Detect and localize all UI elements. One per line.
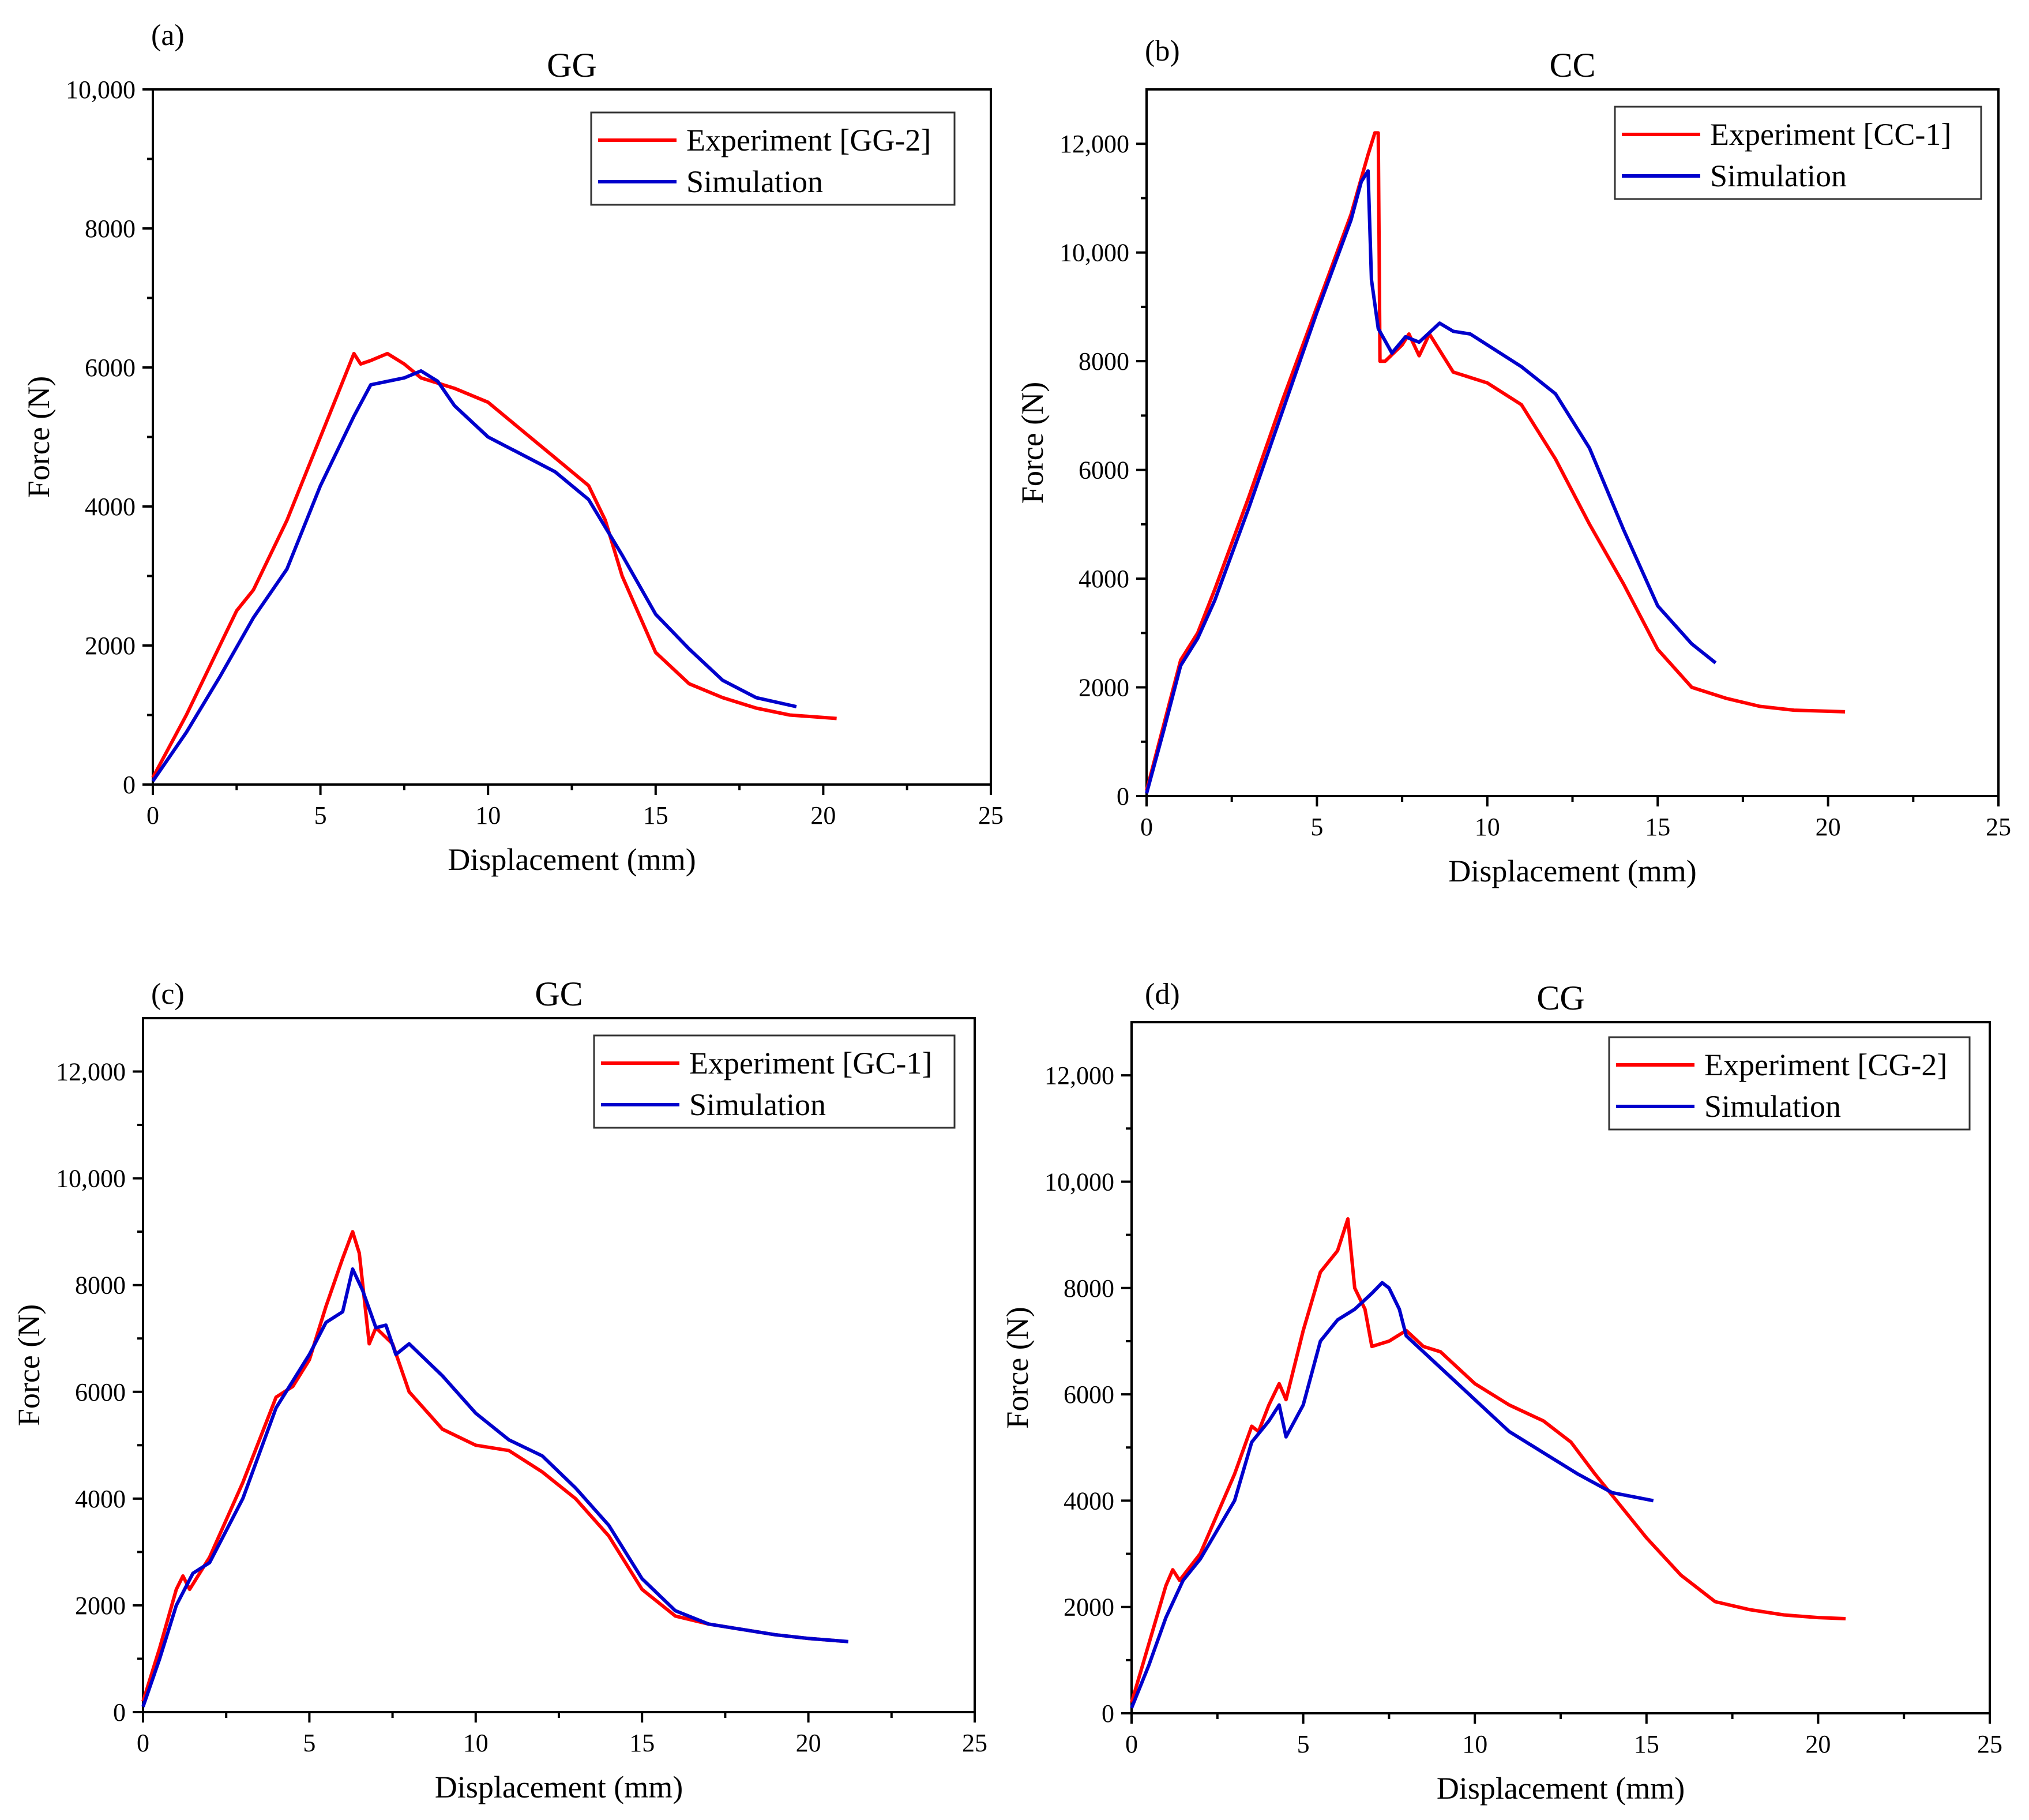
y-tick-label: 0 xyxy=(123,771,136,799)
y-tick-label: 4000 xyxy=(1079,565,1129,593)
y-tick-label: 6000 xyxy=(1064,1380,1114,1409)
y-tick-label: 6000 xyxy=(75,1378,126,1406)
y-tick-label: 6000 xyxy=(85,354,136,382)
x-tick-label: 25 xyxy=(962,1729,987,1757)
series-simulation-line xyxy=(151,369,797,782)
x-tick-label: 5 xyxy=(1310,813,1323,841)
y-tick-label: 10,000 xyxy=(1059,239,1129,267)
legend: Experiment [CC-1] Simulation xyxy=(1614,106,1982,200)
x-tick-label: 15 xyxy=(643,801,668,830)
x-tick-label: 20 xyxy=(796,1729,821,1757)
series-simulation-line xyxy=(1145,169,1717,794)
y-tick-label: 4000 xyxy=(85,493,136,521)
legend: Experiment [CG-2] Simulation xyxy=(1608,1036,1971,1131)
x-tick-label: 0 xyxy=(1140,813,1153,841)
y-tick-label: 2000 xyxy=(1079,674,1129,702)
y-axis-label: Force (N) xyxy=(12,1304,46,1426)
panel-label: (a) xyxy=(151,19,185,52)
panel-cc: (b) CC 0 5 10 15 20 25 0 2000 4000 6000 8000 10,000 12… xyxy=(1015,35,2011,888)
series-experiment-line xyxy=(141,1230,842,1702)
panel-label: (d) xyxy=(1145,978,1180,1011)
x-axis-label: Displacement (mm) xyxy=(1448,854,1696,888)
legend: Experiment [GC-1] Simulation xyxy=(593,1034,956,1129)
legend-label-simulation: Simulation xyxy=(689,1087,826,1122)
x-tick-label: 15 xyxy=(629,1729,655,1757)
chart-title: GG xyxy=(547,46,597,84)
y-tick-label: 0 xyxy=(113,1698,126,1727)
panel-gc: (c) GC 0 5 10 15 20 25 0 2000 4000 6000 8000 10,000 12… xyxy=(12,975,987,1804)
x-axis-label: Displacement (mm) xyxy=(1437,1771,1685,1806)
x-tick-label: 5 xyxy=(1297,1730,1310,1758)
legend-box xyxy=(1608,1036,1971,1131)
legend-label-simulation: Simulation xyxy=(1704,1089,1841,1124)
y-tick-label: 10,000 xyxy=(1044,1168,1114,1196)
y-tick-label: 8000 xyxy=(85,215,136,243)
legend-box xyxy=(1614,106,1982,200)
x-tick-label: 20 xyxy=(1805,1730,1831,1758)
chart-title: GC xyxy=(535,975,583,1013)
y-tick-label: 10,000 xyxy=(66,76,136,104)
legend-box xyxy=(593,1034,956,1129)
legend-label-simulation: Simulation xyxy=(686,164,823,199)
x-tick-label: 5 xyxy=(314,801,327,830)
legend-box xyxy=(590,111,956,206)
y-tick-label: 12,000 xyxy=(1044,1061,1114,1090)
legend-label-experiment: Experiment [GC-1] xyxy=(689,1046,932,1080)
legend: Experiment [GG-2] Simulation xyxy=(590,111,956,206)
series-experiment-line xyxy=(1145,131,1846,791)
panel-label: (b) xyxy=(1145,35,1180,67)
x-tick-label: 15 xyxy=(1634,1730,1659,1758)
x-tick-label: 25 xyxy=(978,801,1004,830)
x-tick-label: 10 xyxy=(475,801,501,830)
y-tick-label: 4000 xyxy=(75,1485,126,1513)
x-tick-label: 10 xyxy=(463,1729,489,1757)
x-tick-label: 0 xyxy=(146,801,159,830)
x-tick-label: 0 xyxy=(137,1729,149,1757)
x-tick-label: 25 xyxy=(1977,1730,2002,1758)
y-tick-label: 12,000 xyxy=(1059,130,1129,158)
y-axis-label: Force (N) xyxy=(1015,382,1050,504)
y-axis-label: Force (N) xyxy=(21,376,56,498)
y-tick-label: 8000 xyxy=(1079,347,1129,376)
legend-label-experiment: Experiment [CG-2] xyxy=(1704,1048,1947,1082)
x-tick-label: 10 xyxy=(1475,813,1500,841)
x-tick-label: 0 xyxy=(1125,1730,1138,1758)
x-tick-label: 20 xyxy=(1816,813,1841,841)
series-simulation-line xyxy=(1130,1281,1654,1709)
y-tick-label: 12,000 xyxy=(56,1058,126,1086)
y-tick-label: 0 xyxy=(1102,1699,1114,1728)
x-tick-label: 15 xyxy=(1645,813,1670,841)
x-tick-label: 25 xyxy=(1986,813,2011,841)
y-tick-label: 6000 xyxy=(1079,456,1129,485)
y-tick-label: 8000 xyxy=(75,1271,126,1300)
x-tick-label: 5 xyxy=(303,1729,315,1757)
x-axis-label: Displacement (mm) xyxy=(448,842,696,877)
y-tick-label: 2000 xyxy=(1064,1593,1114,1622)
y-tick-label: 10,000 xyxy=(56,1165,126,1193)
y-tick-label: 2000 xyxy=(75,1592,126,1620)
y-tick-label: 2000 xyxy=(85,632,136,660)
y-tick-label: 4000 xyxy=(1064,1487,1114,1515)
legend-label-experiment: Experiment [GG-2] xyxy=(686,123,931,157)
series-experiment-line xyxy=(151,351,837,779)
y-tick-label: 8000 xyxy=(1064,1274,1114,1303)
panel-gg: (a) GG 0 5 10 15 20 25 0 2000 4000 6000 8000 10,000 Di… xyxy=(21,19,1004,877)
panel-label: (c) xyxy=(151,978,185,1011)
series-experiment-line xyxy=(1130,1217,1846,1703)
legend-label-experiment: Experiment [CC-1] xyxy=(1710,117,1951,152)
series-simulation-line xyxy=(141,1267,849,1708)
chart-title: CG xyxy=(1536,979,1584,1017)
x-tick-label: 20 xyxy=(810,801,836,830)
y-tick-label: 0 xyxy=(1117,782,1129,810)
panel-cg: (d) CG 0 5 10 15 20 25 0 2000 4000 6000 8000 10,000 12… xyxy=(1000,978,2002,1806)
legend-label-simulation: Simulation xyxy=(1710,159,1847,193)
y-axis-label: Force (N) xyxy=(1000,1307,1035,1428)
chart-title: CC xyxy=(1549,46,1595,84)
x-axis-label: Displacement (mm) xyxy=(435,1770,683,1804)
x-tick-label: 10 xyxy=(1462,1730,1487,1758)
